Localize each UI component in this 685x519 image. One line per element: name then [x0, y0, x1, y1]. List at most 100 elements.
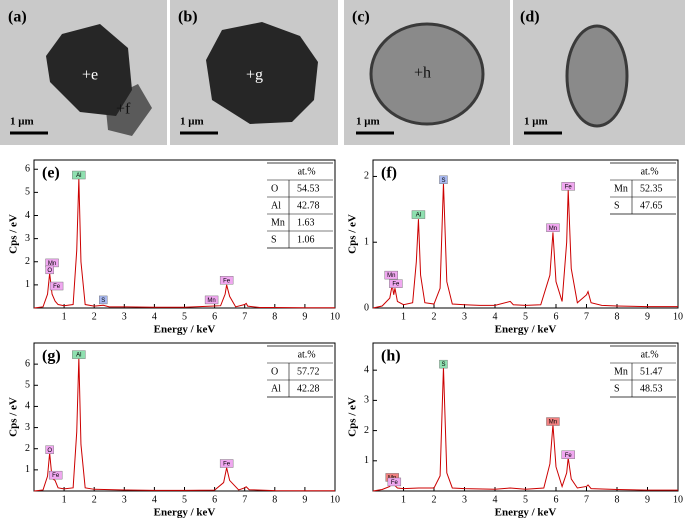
peak-label-box [411, 210, 426, 219]
x-tick-label: 7 [584, 494, 589, 505]
marker: +f [116, 101, 131, 118]
panel-label: (d) [520, 9, 540, 26]
x-tick-label: 1 [62, 311, 67, 322]
x-tick-label: 4 [493, 494, 498, 505]
peak-label-box [72, 350, 86, 359]
peak-label-box [99, 295, 108, 305]
table-cell: 42.28 [297, 383, 320, 394]
table-header: at.% [641, 349, 659, 360]
peak-label: Al [76, 173, 81, 179]
sem-panel: (a) +e +f 1 μm [0, 0, 167, 145]
x-tick-label: 4 [493, 311, 498, 322]
x-tick-label: 3 [462, 311, 467, 322]
y-tick-label: 2 [25, 443, 30, 454]
y-tick-label: 2 [364, 425, 369, 436]
y-tick-label: 1 [25, 464, 30, 475]
table-cell: 51.47 [640, 366, 663, 377]
scale-label: 1 μm [10, 116, 34, 128]
table-cell: 1.63 [297, 217, 315, 228]
table-cell: Al [271, 383, 281, 394]
peak-label: Fe [53, 284, 61, 290]
x-tick-label: 10 [330, 311, 340, 322]
peak-label-box [72, 170, 86, 180]
panel-label: (g) [42, 348, 61, 365]
x-tick-label: 9 [645, 311, 650, 322]
y-tick-label: 4 [25, 210, 30, 221]
sem-panel: (b) +g 1 μm [170, 0, 338, 145]
x-tick-label: 9 [645, 494, 650, 505]
peak-label: Fe [392, 282, 400, 288]
peak-label-box [439, 175, 448, 184]
peak-label: Mn [207, 298, 215, 304]
x-tick-label: 10 [673, 311, 683, 322]
x-tick-label: 7 [584, 311, 589, 322]
table-cell: Mn [614, 366, 628, 377]
y-tick-label: 5 [25, 187, 30, 198]
table-cell: O [271, 366, 278, 377]
x-tick-label: 1 [62, 494, 67, 505]
peak-label-box [219, 276, 234, 285]
x-tick-label: 10 [673, 494, 683, 505]
x-tick-label: 9 [302, 494, 307, 505]
y-tick-label: 2 [25, 256, 30, 267]
x-axis-label: Energy / keV [154, 507, 216, 519]
table-cell: Al [271, 200, 281, 211]
panel-label: (a) [8, 9, 27, 26]
particle [565, 24, 629, 128]
peak-label: Fe [52, 473, 60, 479]
y-tick-label: 1 [364, 455, 369, 466]
table-cell: S [614, 200, 620, 211]
table-cell: 47.65 [640, 200, 663, 211]
spectrum-line [33, 178, 335, 309]
table-cell: 54.53 [297, 183, 320, 194]
peak-label: Fe [565, 453, 573, 459]
peak-label: O [47, 268, 52, 274]
x-tick-label: 2 [432, 494, 437, 505]
x-tick-label: 8 [615, 311, 620, 322]
table-cell: 42.78 [297, 200, 320, 211]
table-header: at.% [298, 166, 316, 177]
y-tick-label: 4 [25, 401, 30, 412]
table-cell: O [271, 183, 278, 194]
y-axis-label: Cps / eV [8, 214, 20, 254]
table-cell: S [614, 383, 620, 394]
table-cell: Mn [614, 183, 628, 194]
peak-label: Mn [48, 261, 56, 267]
peak-label: Mn [387, 273, 395, 279]
peak-label: Fe [223, 278, 231, 284]
y-tick-label: 1 [364, 237, 369, 248]
x-tick-label: 5 [523, 494, 528, 505]
x-axis-label: Energy / keV [495, 324, 557, 336]
y-tick-label: 6 [25, 164, 30, 175]
x-axis-label: Energy / keV [154, 324, 216, 336]
y-tick-label: 6 [25, 358, 30, 369]
x-tick-label: 7 [242, 311, 247, 322]
peak-label-box [546, 223, 560, 232]
x-tick-label: 8 [272, 311, 277, 322]
x-tick-label: 9 [302, 311, 307, 322]
table-cell: 1.06 [297, 234, 315, 245]
peak-label-box [389, 279, 403, 288]
particle [46, 24, 132, 116]
scale-label: 1 μm [524, 116, 548, 128]
table-cell: Mn [271, 217, 285, 228]
peak-label: S [441, 362, 445, 368]
table-cell: 48.53 [640, 383, 663, 394]
table-cell: 52.35 [640, 183, 663, 194]
x-tick-label: 2 [92, 311, 97, 322]
x-tick-label: 7 [242, 494, 247, 505]
x-tick-label: 4 [152, 311, 157, 322]
x-tick-label: 10 [330, 494, 340, 505]
peak-label-box [387, 477, 402, 487]
panel-label: (e) [42, 165, 60, 182]
x-tick-label: 1 [401, 494, 406, 505]
peak-label: Fe [223, 462, 231, 468]
table-cell: S [271, 234, 277, 245]
x-tick-label: 8 [272, 494, 277, 505]
scale-label: 1 μm [180, 116, 204, 128]
y-tick-label: 5 [25, 380, 30, 391]
table-cell: 57.72 [297, 366, 320, 377]
peak-label: Fe [391, 480, 399, 486]
peak-label: S [101, 298, 105, 304]
peak-label-box [45, 445, 54, 454]
